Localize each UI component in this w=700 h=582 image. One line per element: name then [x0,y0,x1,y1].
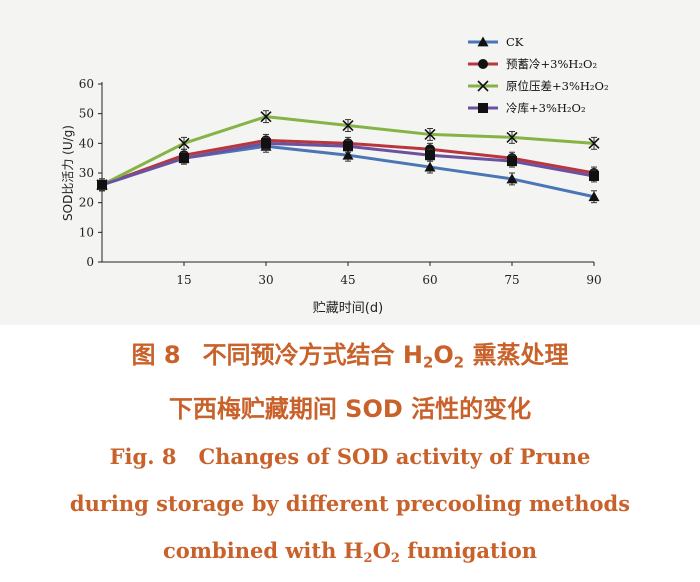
data-point [425,150,435,161]
data-point [342,149,354,160]
data-point [507,156,517,167]
data-point [342,119,354,132]
caption-cn-figure-number: 图 8 [131,341,181,369]
legend-marker [478,103,488,113]
data-point [424,161,436,172]
y-tick-label: 10 [79,225,94,239]
axes: 0 10 20 30 40 50 60 15 30 45 60 75 90 贮藏时间(d) SOD比活力 (… [61,77,602,316]
legend-marker [477,36,489,47]
legend-entry-1: 预蓄冷+3%H₂O₂ [468,57,597,71]
legend-label: CK [506,35,524,49]
series-3 [97,136,599,192]
y-tick-label: 30 [79,166,94,180]
data-point [506,131,518,143]
legend-entry-3: 冷库+3%H₂O₂ [468,101,586,115]
legend: CK 预蓄冷+3%H₂O₂ 原位压差+3%H₂O₂ 冷库+3%H₂O₂ [468,35,609,115]
x-tick-label: 90 [586,273,601,287]
line-chart: 0 10 20 30 40 50 60 15 30 45 60 75 90 贮藏时间(d) SOD比活力 (… [61,35,609,316]
figure: 0 10 20 30 40 50 60 15 30 45 60 75 90 贮藏时间(d) SOD比活力 (… [0,0,700,566]
legend-marker [477,80,489,92]
chart-panel: 0 10 20 30 40 50 60 15 30 45 60 75 90 贮藏时间(d) SOD比活力 (… [0,0,700,325]
data-point [589,170,599,181]
data-point [97,179,107,190]
caption-cn-line-1: 图 8 不同预冷方式结合 H2O2 熏蒸处理 [131,341,569,372]
legend-label: 预蓄冷+3%H₂O₂ [506,57,597,71]
x-tick-label: 75 [504,273,519,287]
y-tick-label: 50 [79,107,94,121]
legend-entry-0: CK [468,35,524,49]
data-point [261,138,271,149]
caption-en-line-1: Fig. 8 Changes of SOD activity of Prune [109,444,591,470]
caption-en-figure-number: Fig. 8 [109,444,177,470]
data-point [178,137,190,149]
legend-marker [478,59,488,69]
plot-series [96,110,600,204]
data-point [588,191,600,202]
legend-label: 冷库+3%H₂O₂ [506,101,586,115]
y-tick-label: 0 [86,255,94,269]
y-axis-label: SOD比活力 (U/g) [61,125,75,221]
y-tick-label: 40 [79,136,94,150]
x-tick-label: 30 [258,273,273,287]
caption-cn-line-2: 下西梅贮藏期间 SOD 活性的变化 [168,395,532,424]
caption-en-line-3: combined with H2O2 fumigation [163,538,537,567]
x-tick-label: 15 [176,273,191,287]
data-point [588,137,600,149]
legend-label: 原位压差+3%H₂O₂ [506,79,609,93]
x-tick-label: 45 [340,273,355,287]
data-point [260,111,272,123]
data-point [343,141,353,152]
data-point [179,153,189,164]
data-point [424,128,436,140]
y-tick-label: 60 [79,77,94,91]
data-point [506,173,518,184]
caption-en-line-2: during storage by different precooling m… [69,491,631,517]
x-tick-label: 60 [422,273,437,287]
y-tick-label: 20 [79,196,94,210]
legend-entry-2: 原位压差+3%H₂O₂ [468,79,609,93]
x-axis-label: 贮藏时间(d) [313,301,383,316]
figure-caption: 图 8 不同预冷方式结合 H2O2 熏蒸处理 下西梅贮藏期间 SOD 活性的变化 … [0,332,700,582]
